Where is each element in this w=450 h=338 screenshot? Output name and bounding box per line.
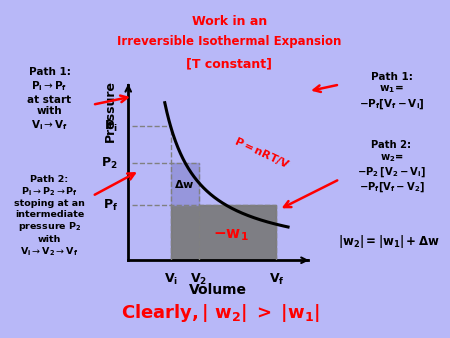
Text: $\mathbf{P_2}$: $\mathbf{P_2}$ <box>101 155 117 171</box>
Text: Path 1:
$\mathbf{P_i}$$\rightarrow$$\mathbf{P_f}$
at start
with
$\mathbf{V_i}$$\: Path 1: $\mathbf{P_i}$$\rightarrow$$\mat… <box>27 67 72 132</box>
Text: $\mathbf{-w_1}$: $\mathbf{-w_1}$ <box>213 227 248 243</box>
Text: $\mathbf{V_2}$: $\mathbf{V_2}$ <box>190 272 207 287</box>
Text: Path 2:
$\mathbf{P_i}$$\rightarrow$$\mathbf{P_2}$$\rightarrow$$\mathbf{P_f}$
sto: Path 2: $\mathbf{P_i}$$\rightarrow$$\mat… <box>14 174 85 258</box>
Text: $\bf{Clearly,|\ w_2|\ >\ |w_1|}$: $\bf{Clearly,|\ w_2|\ >\ |w_1|}$ <box>121 301 320 324</box>
Text: $\mathbf{|w_2|=|w_1|+\Delta w}$: $\mathbf{|w_2|=|w_1|+\Delta w}$ <box>338 233 440 250</box>
Text: $\mathbf{P=nRT/V}$: $\mathbf{P=nRT/V}$ <box>232 134 292 171</box>
Text: Irreversible Isothermal Expansion: Irreversible Isothermal Expansion <box>117 35 342 48</box>
Text: [T constant]: [T constant] <box>186 57 273 70</box>
Text: Pressure: Pressure <box>104 80 117 142</box>
Text: Path 1:
$\mathbf{w_1}$=
$\mathbf{-P_f[V_f-V_i]}$: Path 1: $\mathbf{w_1}$= $\mathbf{-P_f[V_… <box>359 72 424 111</box>
Text: $\mathbf{V_i}$: $\mathbf{V_i}$ <box>163 272 178 287</box>
Text: $\mathbf{P_f}$: $\mathbf{P_f}$ <box>103 197 117 213</box>
Text: Volume: Volume <box>189 283 247 297</box>
Text: $\mathbf{\Delta w}$: $\mathbf{\Delta w}$ <box>175 178 195 190</box>
Text: $\mathbf{P_i}$: $\mathbf{P_i}$ <box>104 119 117 134</box>
Text: Work in an: Work in an <box>192 15 267 28</box>
Text: $\mathbf{V_f}$: $\mathbf{V_f}$ <box>269 272 284 287</box>
Text: Path 2:
$\mathbf{w_2}$=
$\mathbf{-P_2\,[V_2-V_i]}$
$\mathbf{-P_f[V_f-V_2]}$: Path 2: $\mathbf{w_2}$= $\mathbf{-P_2\,[… <box>357 140 426 194</box>
